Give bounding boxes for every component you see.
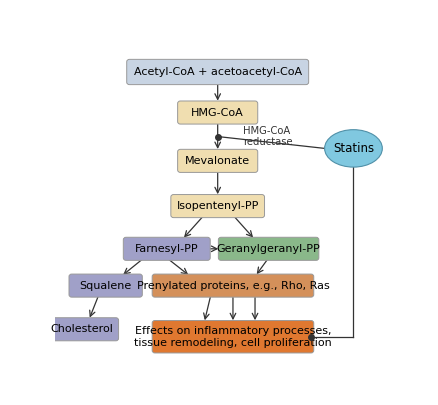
Text: Squalene: Squalene <box>80 281 132 291</box>
FancyBboxPatch shape <box>127 60 309 85</box>
Text: Geranylgeranyl-PP: Geranylgeranyl-PP <box>217 244 321 254</box>
Text: HMG-CoA: HMG-CoA <box>191 108 244 117</box>
FancyBboxPatch shape <box>152 274 314 297</box>
Text: Cholesterol: Cholesterol <box>50 324 113 334</box>
Text: Statins: Statins <box>333 142 374 155</box>
FancyBboxPatch shape <box>124 237 210 260</box>
FancyBboxPatch shape <box>178 149 258 173</box>
FancyBboxPatch shape <box>178 101 258 124</box>
Text: Effects on inflammatory processes,
tissue remodeling, cell proliferation: Effects on inflammatory processes, tissu… <box>134 326 332 347</box>
FancyBboxPatch shape <box>45 318 119 341</box>
Text: Isopentenyl-PP: Isopentenyl-PP <box>177 201 259 211</box>
FancyBboxPatch shape <box>219 237 319 260</box>
FancyBboxPatch shape <box>69 274 142 297</box>
Text: HMG-CoA
reductase: HMG-CoA reductase <box>243 126 293 147</box>
FancyBboxPatch shape <box>171 194 265 217</box>
Text: Acetyl-CoA + acetoacetyl-CoA: Acetyl-CoA + acetoacetyl-CoA <box>134 67 302 77</box>
FancyBboxPatch shape <box>152 320 314 353</box>
Text: Prenylated proteins, e.g., Rho, Ras: Prenylated proteins, e.g., Rho, Ras <box>137 281 329 291</box>
Text: Farnesyl-PP: Farnesyl-PP <box>135 244 198 254</box>
Text: Mevalonate: Mevalonate <box>185 156 250 166</box>
Ellipse shape <box>325 130 382 167</box>
